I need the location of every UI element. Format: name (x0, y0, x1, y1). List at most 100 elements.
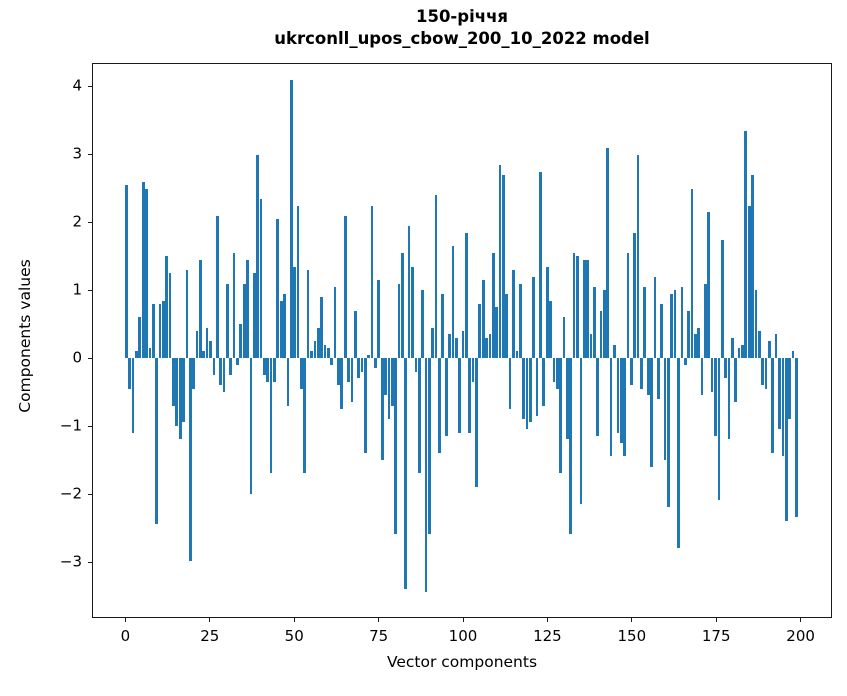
chart-title: 150-річчя ukrconll_upos_cbow_200_10_2022… (92, 6, 832, 50)
bar (172, 358, 175, 406)
bar (401, 253, 404, 359)
x-tick-mark (631, 618, 633, 622)
bar (717, 358, 721, 501)
bar (380, 358, 384, 460)
bar (697, 327, 701, 359)
y-tick-label: 2 (72, 212, 82, 231)
bar (633, 232, 637, 359)
bar (690, 188, 694, 359)
y-tick-label: −2 (59, 484, 82, 503)
bar (289, 80, 293, 359)
bar (387, 358, 391, 420)
bar (623, 358, 626, 457)
bar (619, 358, 623, 443)
bar (465, 232, 468, 359)
bar (724, 358, 727, 379)
bar (205, 327, 209, 359)
bar (367, 354, 371, 359)
x-tick-mark (378, 618, 380, 622)
bar (754, 290, 758, 359)
bar (525, 358, 529, 430)
bar (586, 259, 589, 359)
bar (734, 358, 738, 403)
bar (710, 358, 714, 392)
bar (505, 293, 509, 359)
bar (552, 358, 556, 382)
bar (236, 358, 239, 365)
bar (225, 283, 229, 359)
bar (357, 358, 360, 379)
bar (461, 331, 465, 359)
chart-title-line1: 150-річчя (415, 7, 508, 26)
bar (364, 358, 367, 453)
bar (471, 358, 475, 382)
y-tick-labels: 4 3 2 1 0 −1 −2 −3 (0, 63, 82, 618)
y-tick-label: 3 (72, 144, 82, 163)
bar (266, 358, 270, 382)
y-tick-label: 4 (72, 76, 82, 95)
bar (148, 347, 152, 359)
bar (222, 358, 226, 392)
x-tick-label: 50 (284, 627, 304, 645)
bar (441, 293, 445, 359)
x-axis-label: Vector components (386, 653, 538, 671)
x-tick-label: 0 (120, 627, 131, 645)
bar (485, 337, 488, 359)
bar (468, 358, 472, 433)
bar (656, 358, 660, 399)
bar (744, 131, 748, 359)
bar (397, 283, 401, 359)
bar (596, 358, 600, 437)
bar (532, 276, 536, 359)
bar (286, 358, 290, 406)
bar (569, 358, 573, 535)
bar (337, 358, 340, 386)
bar (421, 290, 424, 359)
bar (650, 358, 653, 467)
bar (438, 358, 441, 453)
bar (427, 358, 431, 535)
bar (781, 358, 785, 457)
bar (128, 358, 132, 389)
bar (384, 358, 387, 396)
bar (572, 253, 576, 359)
bar (673, 290, 677, 359)
bar (609, 358, 613, 457)
bar (589, 334, 593, 359)
bar (663, 358, 667, 460)
bar (219, 358, 222, 386)
bar (320, 297, 323, 359)
bar (165, 256, 169, 359)
bar (145, 188, 148, 359)
bar (508, 358, 512, 409)
bar (677, 358, 680, 548)
x-tick-mark (800, 618, 802, 622)
bar (259, 198, 263, 359)
bar (475, 358, 478, 487)
bar (246, 259, 249, 359)
bar (195, 331, 199, 359)
bar (680, 286, 684, 359)
y-tick-label: −1 (59, 416, 82, 435)
bar (731, 337, 734, 359)
bar (491, 253, 495, 359)
bar (185, 270, 189, 359)
bar (296, 205, 300, 359)
bar (653, 276, 657, 359)
bar (340, 358, 344, 409)
bar (444, 358, 448, 437)
bar (212, 358, 216, 376)
bar (303, 358, 307, 474)
bar (229, 358, 233, 376)
bar (168, 273, 172, 359)
bar (784, 358, 788, 521)
bar (279, 300, 283, 359)
x-tick-marks (92, 618, 832, 622)
bar (646, 358, 650, 396)
x-tick-label: 25 (200, 627, 220, 645)
y-tick-mark (88, 221, 92, 223)
bar (582, 259, 586, 359)
bar (576, 256, 579, 359)
bar (131, 358, 135, 433)
x-tick-label: 100 (448, 627, 478, 645)
